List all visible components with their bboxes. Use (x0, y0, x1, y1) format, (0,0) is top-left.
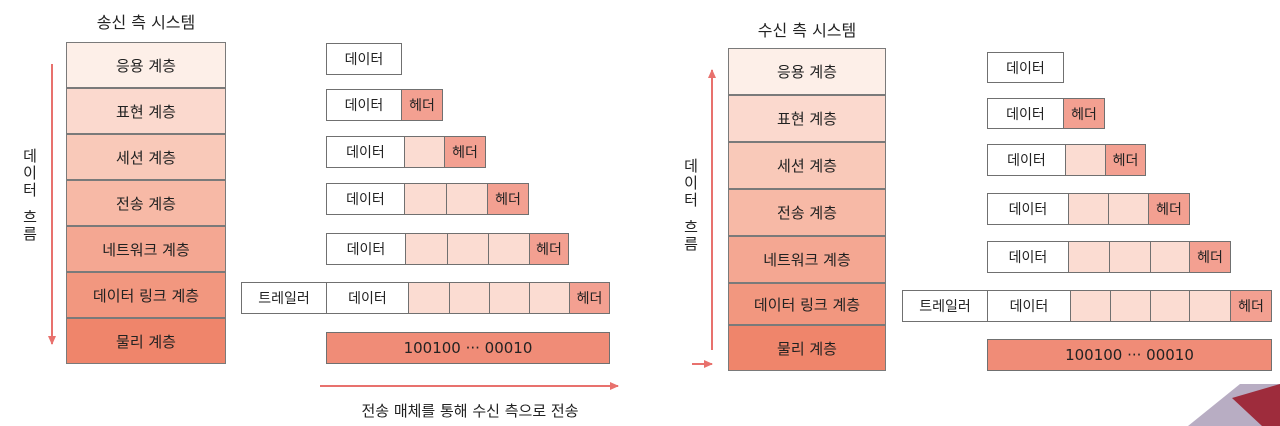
header-placeholder-cell (404, 136, 445, 168)
header-placeholder-cell (1068, 241, 1110, 273)
corner-decoration-dark (1232, 384, 1280, 426)
header-cell: 헤더 (529, 233, 569, 265)
header-placeholder-cell (1110, 290, 1151, 322)
data-cell: 데이터 (987, 52, 1064, 83)
data-cell: 데이터 (987, 193, 1069, 225)
receiver-layer-presentation: 표현 계층 (728, 95, 886, 142)
header-cell: 헤더 (1063, 98, 1105, 129)
header-placeholder-cell (408, 282, 450, 314)
sender-layer-transport: 전송 계층 (66, 180, 226, 226)
header-placeholder-cell (529, 282, 570, 314)
transmission-caption: 전송 매체를 통해 수신 측으로 전송 (361, 402, 579, 420)
receiver-layer-datalink: 데이터 링크 계층 (728, 283, 886, 325)
header-placeholder-cell (1070, 290, 1111, 322)
sender-layer-application: 응용 계층 (66, 42, 226, 88)
header-placeholder-cell (1065, 144, 1106, 176)
receiver-layer-application: 응용 계층 (728, 48, 886, 95)
header-placeholder-cell (449, 282, 490, 314)
header-cell: 헤더 (1148, 193, 1190, 225)
data-cell: 데이터 (987, 98, 1064, 129)
data-cell: 데이터 (326, 233, 406, 265)
header-cell: 헤더 (401, 89, 443, 121)
data-cell: 데이터 (987, 290, 1071, 322)
sender-layer-physical: 물리 계층 (66, 318, 226, 364)
data-cell: 데이터 (326, 89, 402, 121)
sender-bits: 100100 ··· 00010 (326, 332, 610, 364)
sender-flow-label: 데 이 터 흐 름 (23, 147, 37, 243)
trailer-cell: 트레일러 (902, 290, 988, 322)
header-cell: 헤더 (487, 183, 529, 215)
receiver-layer-session: 세션 계층 (728, 142, 886, 189)
receiver-flow-label: 데 이 터 흐 름 (684, 157, 698, 253)
header-placeholder-cell (404, 183, 447, 215)
header-placeholder-cell (488, 233, 530, 265)
header-placeholder-cell (1068, 193, 1109, 225)
receiver-title: 수신 측 시스템 (757, 21, 857, 40)
receiver-bits: 100100 ··· 00010 (987, 339, 1272, 371)
data-cell: 데이터 (987, 144, 1066, 176)
sender-layer-session: 세션 계층 (66, 134, 226, 180)
header-placeholder-cell (1189, 290, 1231, 322)
sender-title: 송신 측 시스템 (96, 13, 196, 32)
data-cell: 데이터 (326, 183, 405, 215)
header-cell: 헤더 (1105, 144, 1146, 176)
header-placeholder-cell (1109, 241, 1151, 273)
data-cell: 데이터 (326, 136, 405, 168)
header-cell: 헤더 (444, 136, 486, 168)
header-placeholder-cell (1150, 241, 1190, 273)
header-placeholder-cell (405, 233, 448, 265)
header-cell: 헤더 (1189, 241, 1231, 273)
sender-layer-datalink: 데이터 링크 계층 (66, 272, 226, 318)
trailer-cell: 트레일러 (241, 282, 327, 314)
header-placeholder-cell (1108, 193, 1149, 225)
receiver-layer-physical: 물리 계층 (728, 325, 886, 371)
data-cell: 데이터 (326, 43, 402, 75)
header-placeholder-cell (447, 233, 489, 265)
header-placeholder-cell (489, 282, 530, 314)
receiver-layer-transport: 전송 계층 (728, 189, 886, 236)
data-cell: 데이터 (987, 241, 1069, 273)
header-placeholder-cell (446, 183, 488, 215)
header-cell: 헤더 (569, 282, 610, 314)
header-cell: 헤더 (1230, 290, 1272, 322)
header-placeholder-cell (1150, 290, 1190, 322)
data-cell: 데이터 (326, 282, 409, 314)
sender-layer-network: 네트워크 계층 (66, 226, 226, 272)
sender-layer-presentation: 표현 계층 (66, 88, 226, 134)
receiver-layer-network: 네트워크 계층 (728, 236, 886, 283)
